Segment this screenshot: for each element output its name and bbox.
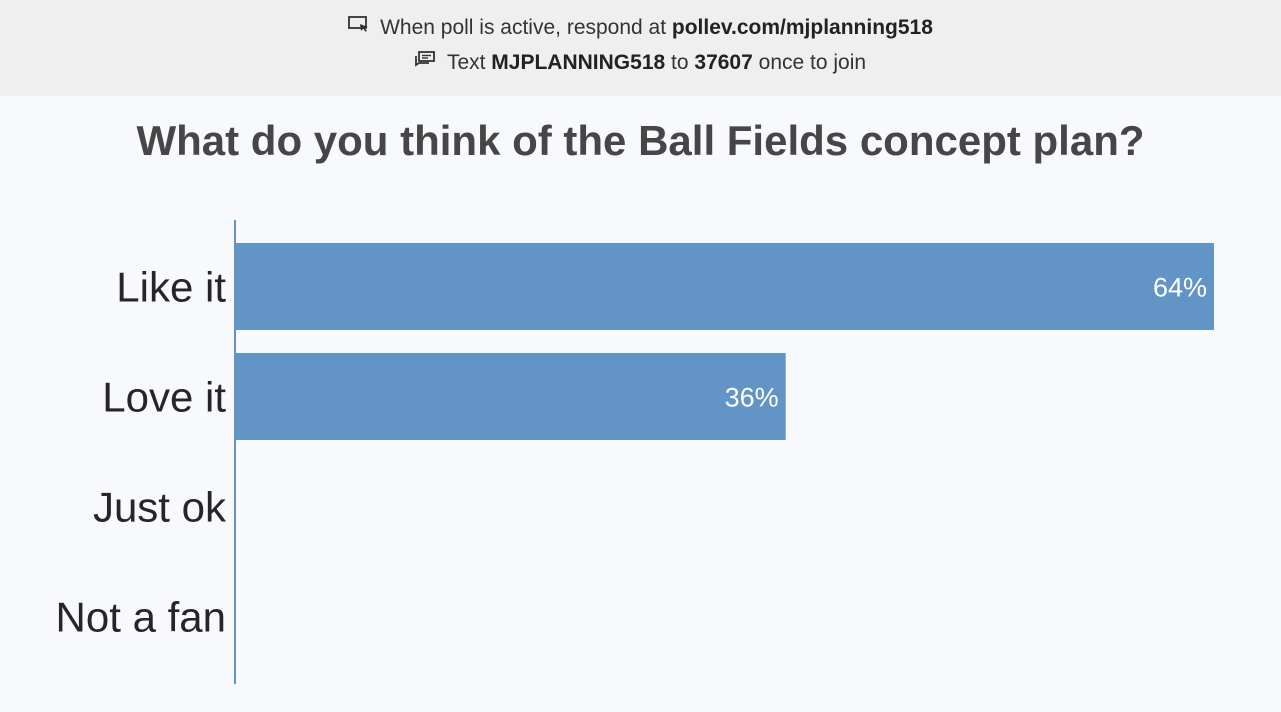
chat-bubble-icon [415, 49, 437, 73]
text-instruction: Text MJPLANNING518 to 37607 once to join [0, 51, 1281, 75]
poll-url[interactable]: pollev.com/mjplanning518 [671, 16, 933, 39]
join-suffix: once to join [758, 51, 867, 74]
respond-instruction: When poll is active, respond at pollev.c… [0, 16, 1281, 40]
to-word: to [671, 51, 689, 74]
value-label-like-it: 64% [1153, 273, 1207, 303]
text-keyword: MJPLANNING518 [491, 51, 666, 74]
bar-love-it [235, 353, 786, 440]
poll-instructions-banner: When poll is active, respond at pollev.c… [0, 0, 1281, 96]
text-word: Text [446, 51, 486, 74]
category-label-like-it: Like it [116, 264, 226, 311]
poll-question-title: What do you think of the Ball Fields con… [136, 117, 1145, 164]
screen-cursor-icon [348, 14, 370, 38]
value-label-love-it: 36% [725, 383, 779, 413]
respond-prefix: When poll is active, respond at [380, 16, 667, 39]
text-number: 37607 [694, 51, 753, 74]
category-label-love-it: Love it [102, 374, 226, 421]
category-label-not-a-fan: Not a fan [56, 594, 226, 641]
category-label-just-ok: Just ok [93, 484, 227, 531]
bar-like-it [235, 243, 1214, 330]
